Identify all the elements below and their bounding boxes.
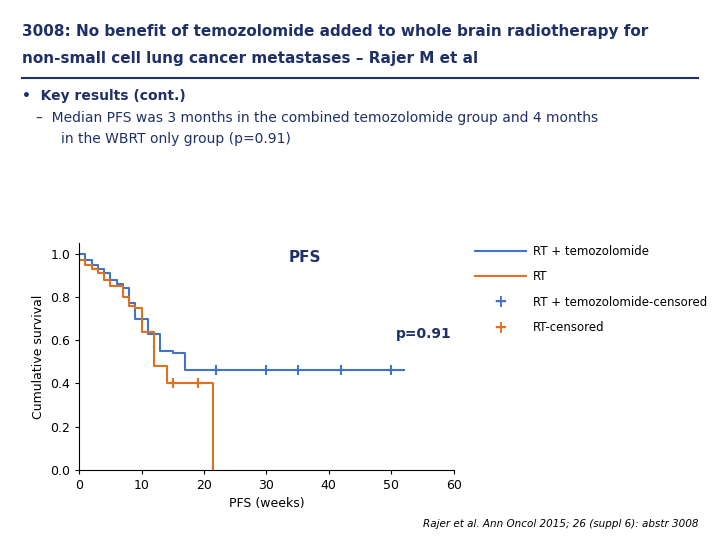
Text: p=0.91: p=0.91	[396, 327, 451, 341]
Text: +: +	[493, 319, 508, 337]
Y-axis label: Cumulative survival: Cumulative survival	[32, 294, 45, 418]
Text: RT + temozolomide: RT + temozolomide	[533, 245, 649, 258]
Text: •  Key results (cont.): • Key results (cont.)	[22, 89, 185, 103]
Text: RT: RT	[533, 270, 547, 283]
Text: –  Median PFS was 3 months in the combined temozolomide group and 4 months: – Median PFS was 3 months in the combine…	[36, 111, 598, 125]
Text: RT + temozolomide-censored: RT + temozolomide-censored	[533, 296, 707, 309]
Text: +: +	[493, 293, 508, 312]
X-axis label: PFS (weeks): PFS (weeks)	[228, 497, 305, 510]
Text: 3008: No benefit of temozolomide added to whole brain radiotherapy for: 3008: No benefit of temozolomide added t…	[22, 24, 648, 39]
Text: non-small cell lung cancer metastases – Rajer M et al: non-small cell lung cancer metastases – …	[22, 51, 478, 66]
Text: in the WBRT only group (p=0.91): in the WBRT only group (p=0.91)	[61, 132, 291, 146]
Text: PFS: PFS	[289, 250, 321, 265]
Text: Rajer et al. Ann Oncol 2015; 26 (suppl 6): abstr 3008: Rajer et al. Ann Oncol 2015; 26 (suppl 6…	[423, 519, 698, 529]
Text: RT-censored: RT-censored	[533, 321, 604, 334]
